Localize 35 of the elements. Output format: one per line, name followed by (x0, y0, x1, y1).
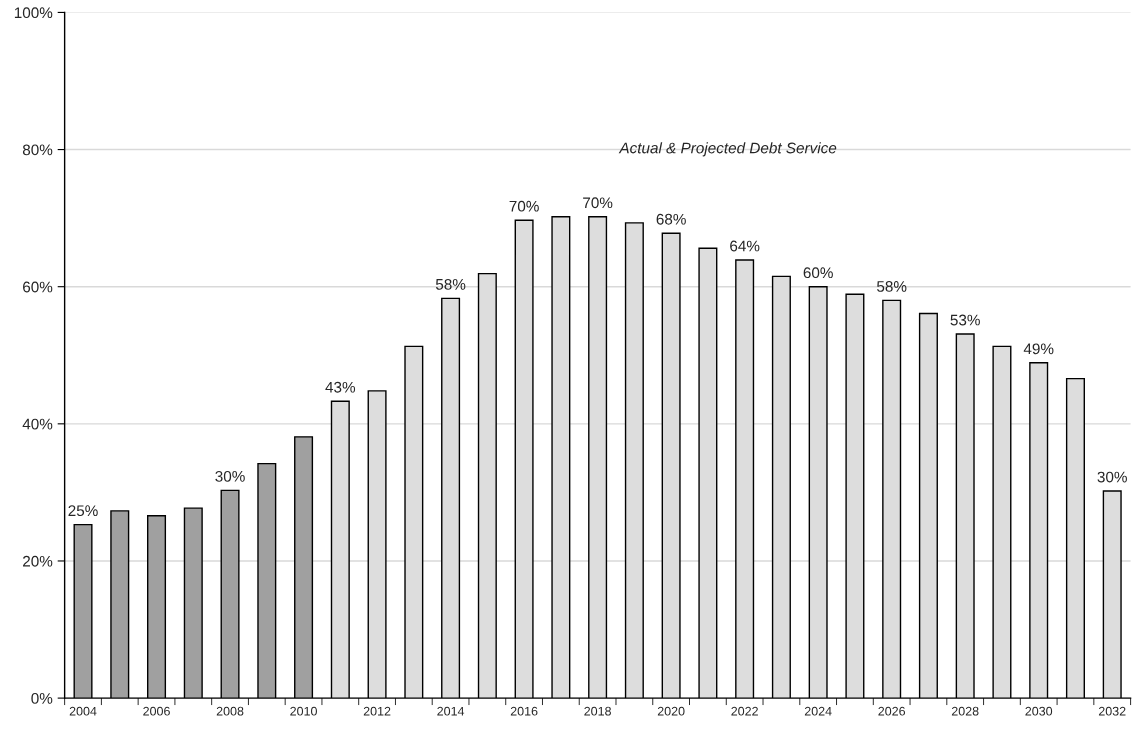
data-label: 53% (950, 314, 980, 326)
x-tick-label: 2020 (657, 706, 685, 716)
data-label: 70% (509, 200, 539, 212)
x-tick-label: 2028 (951, 706, 979, 716)
x-tick-label: 2008 (216, 706, 244, 716)
data-label: 25% (68, 505, 98, 517)
y-tick-label: 60% (23, 281, 53, 293)
x-tick-label: 2018 (584, 706, 611, 716)
data-label: 60% (803, 267, 833, 279)
y-tick-label: 40% (22, 418, 53, 430)
x-tick-label: 2004 (69, 706, 97, 716)
data-label: 43% (325, 381, 356, 393)
data-label: 30% (1097, 471, 1127, 483)
x-tick-label: 2016 (510, 706, 538, 716)
y-tick-label: 100% (14, 7, 53, 19)
y-tick-label: 80% (22, 144, 53, 156)
data-label: 68% (656, 213, 686, 225)
data-label: 70% (583, 197, 613, 209)
y-tick-label: 20% (23, 555, 53, 567)
x-tick-label: 2032 (1098, 706, 1126, 716)
x-tick-label: 2012 (363, 706, 391, 716)
x-tick-label: 2030 (1025, 706, 1053, 716)
data-label: 49% (1023, 343, 1054, 355)
x-tick-label: 2024 (804, 706, 832, 716)
data-label: 58% (877, 281, 907, 292)
x-tick-label: 2026 (878, 706, 906, 716)
data-label: 64% (730, 240, 760, 252)
x-tick-label: 2006 (143, 706, 170, 716)
x-tick-label: 2022 (731, 706, 758, 716)
y-tick-label: 0% (31, 692, 53, 704)
data-label: 58% (435, 278, 466, 290)
x-tick-label: 2010 (290, 706, 317, 716)
data-label: 30% (215, 470, 245, 482)
x-tick-label: 2014 (437, 706, 465, 716)
annotation: Actual & Projected Debt Service (618, 142, 837, 157)
